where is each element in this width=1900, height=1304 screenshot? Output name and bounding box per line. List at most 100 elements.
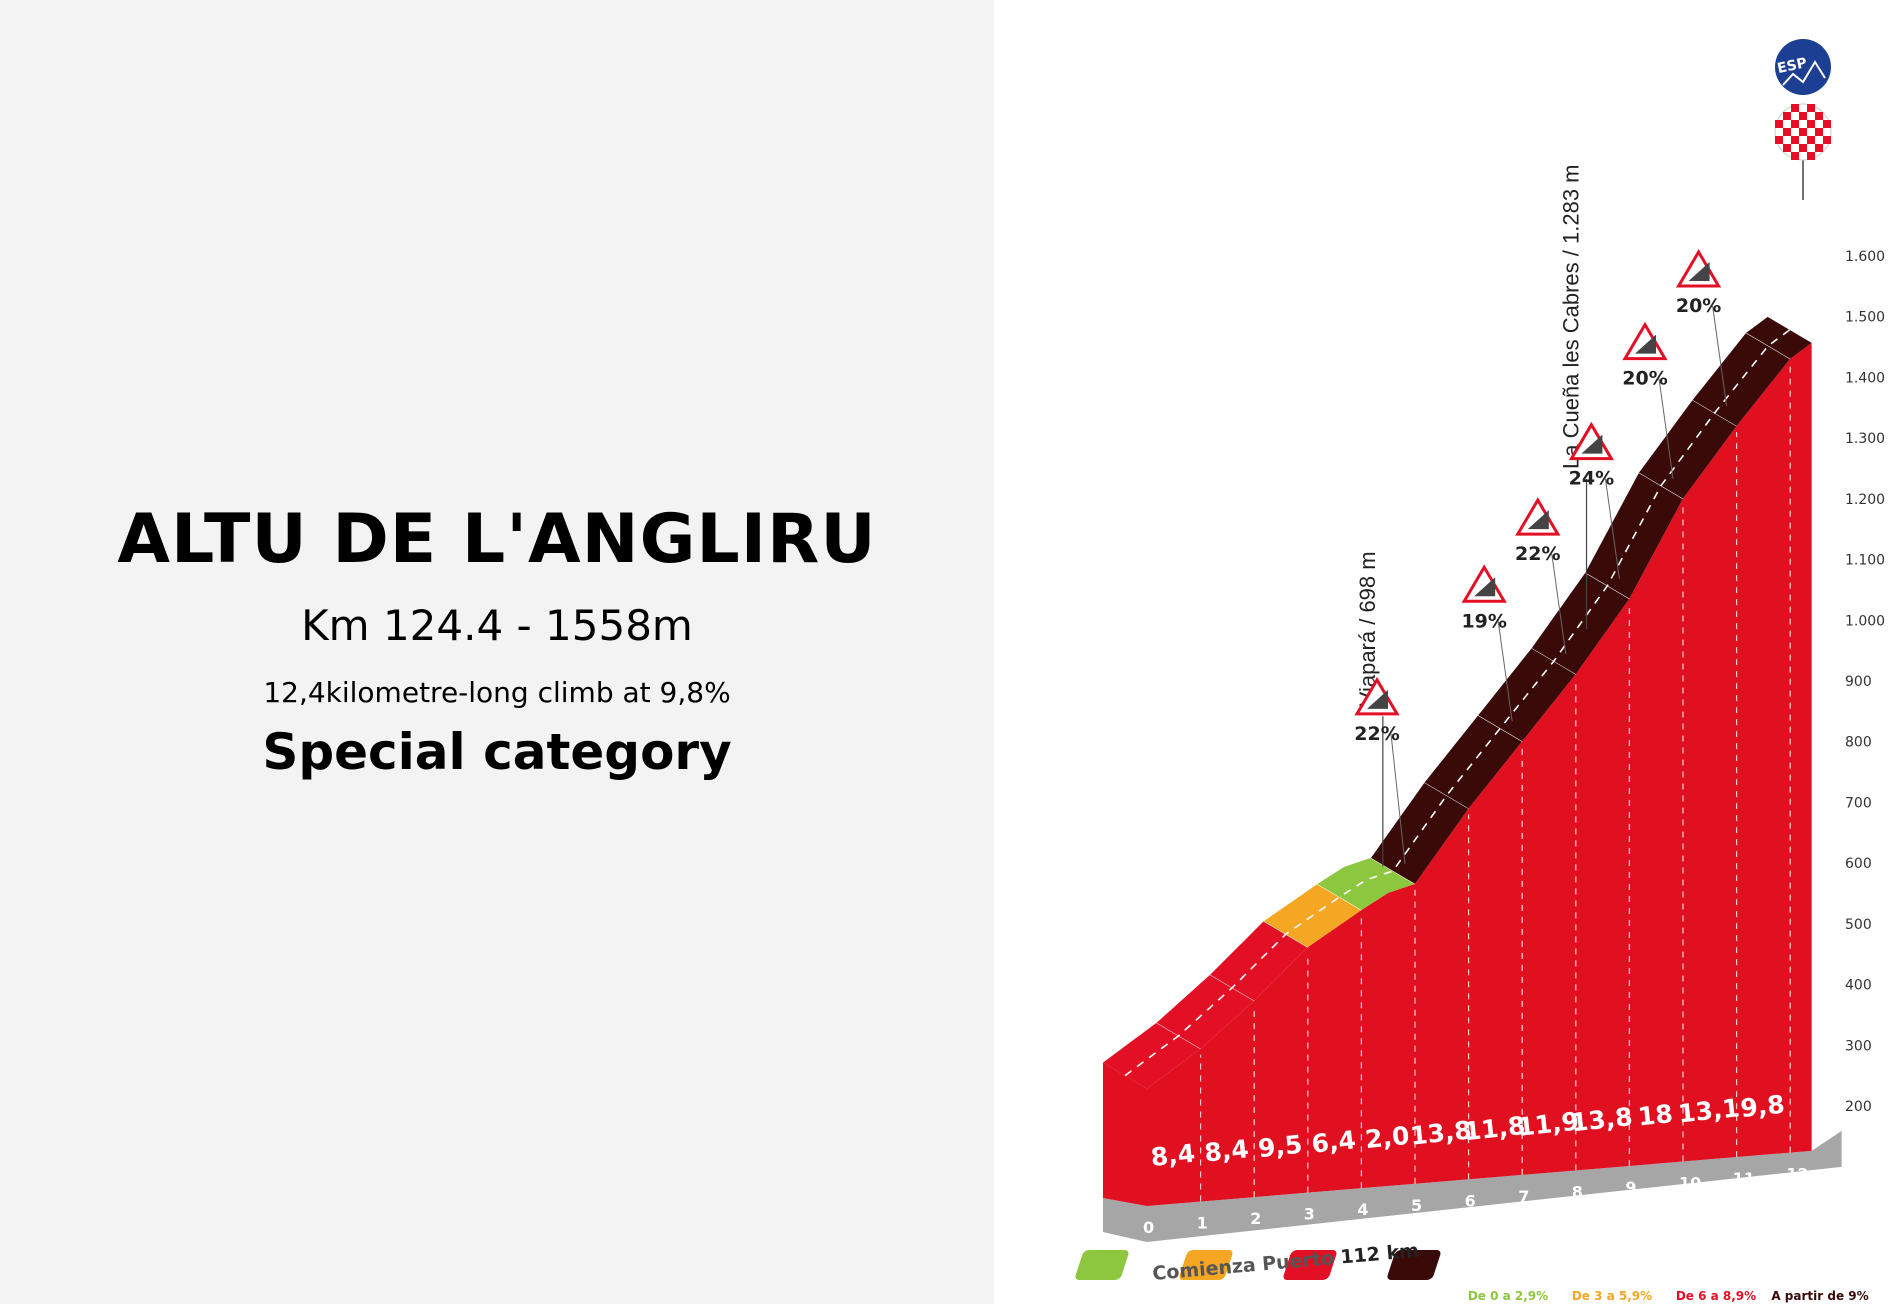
y-tick-label: 1.200 — [1845, 492, 1885, 508]
segment-gradient-label: 2,0 — [1364, 1121, 1411, 1154]
gradient-leader-line — [1604, 478, 1620, 579]
climb-km-altitude: Km 124.4 - 1558m — [301, 601, 693, 650]
y-tick-label: 500 — [1845, 917, 1872, 933]
y-axis: 200 300 400 500 600 700 800 900 1.000 1.100 1.200 1… — [1845, 249, 1885, 1115]
km-tick-label: 8 — [1572, 1182, 1583, 1201]
climb-category: Special category — [262, 723, 732, 781]
max-gradient-signs: 22% 19% 22% 24% 20% 20% — [1354, 249, 1728, 864]
finish-checker — [1775, 120, 1783, 128]
km-tick-label: 2 — [1250, 1209, 1261, 1228]
km-tick-label: 5 — [1411, 1196, 1422, 1215]
y-tick-label: 200 — [1845, 1099, 1872, 1115]
finish-checker — [1807, 104, 1815, 112]
profile-side-face — [1103, 1062, 1147, 1206]
finish-checker — [1823, 120, 1831, 128]
y-tick-label: 400 — [1845, 978, 1872, 994]
finish-checker — [1783, 144, 1791, 152]
km-tick-label: 10 — [1679, 1174, 1701, 1193]
finish-checker — [1815, 128, 1823, 136]
segment-gradient-label: 9,5 — [1257, 1130, 1304, 1163]
climb-name: ALTU DE L'ANGLIRU — [117, 500, 877, 579]
segment-labels: 8,4 8,4 9,5 6,4 2,013,811,811,913,8 18 13,19,8 — [1149, 1090, 1786, 1172]
gradient-slope-icon — [1527, 510, 1549, 530]
legend-label: A partir de 9% — [1771, 1289, 1868, 1303]
finish-checker — [1799, 144, 1807, 152]
segment-gradient-label: 9,8 — [1739, 1090, 1786, 1123]
km-tick-label: 12 — [1786, 1165, 1808, 1184]
gradient-sign-label: 22% — [1354, 723, 1399, 745]
km-tick-label: 6 — [1465, 1191, 1476, 1210]
legend-swatch — [1283, 1250, 1337, 1280]
climb-description: 12,4kilometre-long climb at 9,8% — [263, 676, 731, 709]
ribbon-segment — [1156, 974, 1255, 1049]
legend-label: De 3 a 5,9% — [1572, 1289, 1652, 1303]
segment-gradient-label: 18 — [1636, 1099, 1674, 1131]
finish-checker — [1791, 104, 1799, 112]
finish-checker — [1783, 128, 1791, 136]
gradient-leader-line — [1497, 621, 1513, 722]
y-tick-label: 700 — [1845, 795, 1872, 811]
gradient-sign-label: 24% — [1569, 468, 1614, 490]
climb-category-badge — [1775, 39, 1831, 95]
y-tick-label: 1.400 — [1845, 370, 1885, 386]
y-tick-label: 800 — [1845, 735, 1872, 751]
gradient-leader-line — [1658, 378, 1674, 479]
base-strip — [1103, 1130, 1842, 1242]
ribbon-segment — [1210, 921, 1308, 1001]
profile-front-face — [1147, 342, 1812, 1206]
km-tick-label: 3 — [1304, 1205, 1315, 1224]
legend-label: De 0 a 2,9% — [1468, 1289, 1548, 1303]
peak-label: La Cueña les Cabres / 1.283 m — [1559, 164, 1584, 469]
finish-markers: ESP — [1774, 39, 1832, 200]
y-tick-label: 300 — [1845, 1038, 1872, 1054]
gradient-slope-icon — [1581, 434, 1603, 454]
finish-checker — [1791, 120, 1799, 128]
profile-top-ribbon — [1103, 316, 1812, 1089]
ribbon-segment — [1371, 782, 1469, 884]
km-tick-label: 0 — [1143, 1218, 1154, 1237]
ribbon-segment — [1746, 316, 1812, 359]
finish-checker — [1815, 112, 1823, 120]
gradient-sign-label: 19% — [1461, 610, 1506, 632]
segment-gradient-label: 8,4 — [1149, 1139, 1196, 1172]
y-tick-label: 1.100 — [1845, 553, 1885, 569]
y-tick-label: 900 — [1845, 674, 1872, 690]
segment-gradient-label: 11,8 — [1462, 1111, 1526, 1146]
segment-gradient-label: 11,9 — [1516, 1107, 1580, 1142]
gradient-sign-label: 20% — [1676, 295, 1721, 317]
legend-swatch — [1179, 1250, 1233, 1280]
gradient-slope-icon — [1367, 689, 1388, 709]
finish-checker — [1807, 136, 1815, 144]
y-tick-label: 1.300 — [1845, 431, 1885, 447]
finish-checker — [1791, 152, 1799, 160]
segment-gradient-label: 13,8 — [1409, 1115, 1473, 1150]
ribbon-segment — [1692, 332, 1791, 427]
finish-checker — [1823, 136, 1831, 144]
ribbon-segment — [1424, 715, 1523, 809]
finish-checker — [1783, 112, 1791, 120]
gradient-leader-line — [1390, 733, 1406, 864]
badge-text: ESP — [1776, 55, 1809, 77]
finish-checker — [1775, 136, 1783, 144]
km-tick-label: 9 — [1625, 1178, 1636, 1197]
finish-checker — [1815, 144, 1823, 152]
finish-checker — [1791, 136, 1799, 144]
segment-gradient-label: 6,4 — [1310, 1125, 1357, 1158]
elevation-profile-chart: 0 1 2 3 4 5 6 7 8 9 10 11 12 8,4 8,4 9,5 6,4 2,013,811,8… — [1075, 39, 1885, 1303]
segment-gradient-label: 8,4 — [1203, 1134, 1250, 1167]
left-panel: ALTU DE L'ANGLIRU Km 124.4 - 1558m 12,4k… — [0, 0, 994, 1304]
km-tick-label: 11 — [1733, 1169, 1755, 1188]
gradient-leader-line — [1712, 305, 1728, 407]
finish-checker — [1799, 128, 1807, 136]
finish-checker — [1807, 152, 1815, 160]
gradient-slope-icon — [1635, 334, 1656, 354]
mountain-icon — [1782, 60, 1826, 86]
km-tick-label: 4 — [1357, 1200, 1368, 1219]
legend-swatch — [1075, 1250, 1129, 1280]
finish-checker — [1799, 112, 1807, 120]
y-tick-label: 1.600 — [1845, 249, 1885, 265]
legend-label: De 6 a 8,9% — [1676, 1289, 1756, 1303]
gradient-slope-icon — [1474, 577, 1496, 597]
km-tick-label: 1 — [1197, 1214, 1208, 1233]
km-tick-label: 7 — [1518, 1187, 1529, 1206]
